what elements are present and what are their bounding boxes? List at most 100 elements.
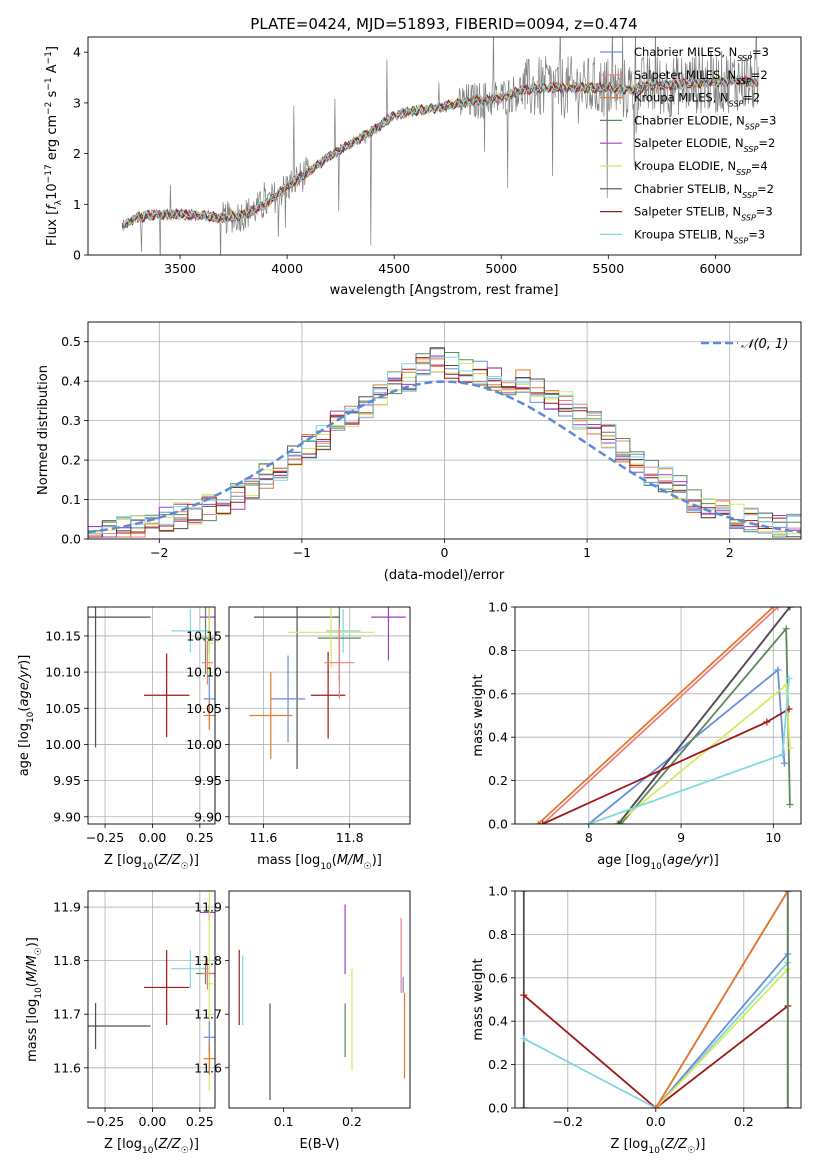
y-tick-label: 0.4 <box>488 1014 508 1029</box>
cumulative-marker <box>774 666 782 674</box>
legend-label-part: =2 <box>751 68 768 82</box>
cumulative-marker <box>534 820 542 824</box>
y-tick-label: 0.3 <box>61 413 81 428</box>
cumulative-line <box>620 626 791 824</box>
y-tick-label: 4 <box>73 45 81 60</box>
label-part: ☉ <box>364 862 372 872</box>
label-part: ( <box>332 853 337 868</box>
age-vs-Z-panel: −0.25 0.00 0.25 9.90 9.95 10.00 10.05 10.10 10.1… <box>17 606 216 872</box>
legend-label: Chabrier STELIB, NSSP=2 <box>634 182 774 200</box>
y-tick-label: 11.6 <box>194 1060 222 1075</box>
y-tick-label: 0.8 <box>488 927 508 942</box>
y-tick-label: 11.9 <box>53 900 81 915</box>
x-axis-label: Z [log10(Z/Z☉)] <box>104 853 199 872</box>
x-axis-label: mass [log10(M/M☉)] <box>257 853 382 872</box>
label-part: Z [log <box>104 853 142 868</box>
y-tick-label: 1.0 <box>488 600 508 615</box>
y-tick-label: 10.05 <box>186 701 222 716</box>
legend-label-part: SSP <box>741 213 756 222</box>
cumulative-marker <box>785 675 793 683</box>
label-part: 10 <box>34 987 44 999</box>
y-tick-label: 9.90 <box>53 809 81 824</box>
label-part: −17 <box>44 164 54 183</box>
x-tick-label: 1 <box>583 545 591 560</box>
legend-label: Salpeter ELODIE, NSSP=2 <box>634 136 775 154</box>
cumulative-marker <box>779 751 787 759</box>
spectrum-panel: 3500 4000 4500 5000 5500 6000 0 1 2 3 4 Chabrier MI… <box>44 36 802 298</box>
label-part: ☉ <box>181 862 189 872</box>
label-part: λ <box>54 199 64 205</box>
label-part: −1 <box>44 51 54 64</box>
label-part: Z [log <box>104 1137 142 1152</box>
cumulative-marker <box>782 625 790 633</box>
label-part: )] <box>372 853 382 868</box>
legend-label: 𝒩(0, 1) <box>741 337 788 352</box>
y-tick-label: 0.2 <box>488 773 508 788</box>
cumulative-line <box>523 994 789 1108</box>
label-part: s <box>45 90 60 101</box>
y-axis-label: mass [log10(M/M☉)] <box>25 937 44 1062</box>
legend-label-part: Salpeter MILES, N <box>634 68 736 82</box>
cumulative-marker <box>520 991 528 999</box>
cumulative-line <box>542 607 779 824</box>
label-part: ☉ <box>181 1146 189 1156</box>
y-tick-label: 9.95 <box>53 773 81 788</box>
y-tick-label: 10.10 <box>186 665 222 680</box>
cumulative-line <box>523 961 789 1108</box>
y-tick-label: 0.4 <box>488 730 508 745</box>
label-part: E(B-V) <box>299 1137 339 1152</box>
cumulative-marker <box>763 718 771 726</box>
legend-label-part: =3 <box>760 113 777 127</box>
y-tick-label: 11.7 <box>53 1007 81 1022</box>
label-part: Z/Z <box>158 853 182 868</box>
y-tick-label: 1.0 <box>488 884 508 899</box>
mass-vs-ebv-plot-area <box>238 904 406 1100</box>
legend-label-part: =3 <box>748 227 765 241</box>
x-tick-label: −2 <box>150 545 168 560</box>
legend-label-part: =4 <box>751 159 768 173</box>
y-tick-label: 0.8 <box>488 643 508 658</box>
legend-label-part: Salpeter STELIB, N <box>634 205 741 219</box>
label-part: Z/Z <box>664 1137 688 1152</box>
y-tick-label: 0.0 <box>488 817 508 832</box>
x-tick-label: 0 <box>441 545 449 560</box>
legend-label-part: SSP <box>729 99 744 108</box>
y-axis-label: mass weight <box>471 674 486 756</box>
legend-label-part: SSP <box>734 236 749 245</box>
cumulative-line <box>537 607 774 824</box>
x-tick-label: 6000 <box>699 261 731 276</box>
y-axis-label: mass weight <box>471 958 486 1040</box>
cumulative-Z-panel: −0.2 0.0 0.2 0.0 0.2 0.4 0.6 0.8 1.0 Z [log10(Z/Z… <box>471 884 802 1156</box>
cumulative-marker <box>786 607 794 611</box>
legend-label-part: Kroupa ELODIE, N <box>634 159 736 173</box>
label-part: age/yr <box>17 663 32 706</box>
legend-label-part: Kroupa MILES, N <box>634 91 729 105</box>
x-tick-label: 5000 <box>485 261 517 276</box>
x-tick-label: 4500 <box>378 261 410 276</box>
label-part: mass [log <box>257 853 320 868</box>
label-part: ( <box>17 707 32 712</box>
label-part: ( <box>153 853 158 868</box>
x-tick-label: 5500 <box>592 261 624 276</box>
age-vs-mass-panel: 11.6 11.8 9.90 9.95 10.00 10.05 10.10 10.15 mass… <box>186 606 411 872</box>
legend-label-part: Salpeter ELODIE, N <box>634 136 744 150</box>
y-tick-label: 10.15 <box>45 628 81 643</box>
legend-label-part: =3 <box>752 45 769 59</box>
x-tick-label: 9 <box>677 830 685 845</box>
cumulative-marker <box>612 820 620 824</box>
label-part: 10 <box>142 862 154 872</box>
cumulative-line <box>617 607 791 824</box>
y-tick-label: 0.0 <box>488 1101 508 1116</box>
y-axis-label: Flux [fλ10−17 erg cm−2 s−1 A−1] <box>44 46 64 246</box>
label-part: 10 <box>45 183 60 200</box>
y-tick-label: 0.6 <box>488 686 508 701</box>
x-tick-label: 4000 <box>271 261 303 276</box>
y-tick-label: 11.8 <box>53 953 81 968</box>
y-tick-label: 10.05 <box>45 701 81 716</box>
x-tick-label: 0.2 <box>734 1114 754 1129</box>
y-tick-label: 10.15 <box>186 628 222 643</box>
label-part: −1 <box>44 77 54 90</box>
